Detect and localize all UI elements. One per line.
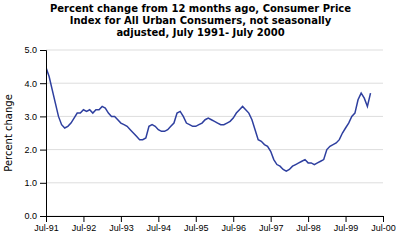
- grid: [46, 50, 383, 216]
- y-axis-line: [40, 51, 47, 217]
- series: [46, 68, 371, 172]
- x-tick: Jul-93: [109, 216, 134, 233]
- y-tick-mark: [40, 50, 46, 51]
- y-axis: 0.0 1.0 2.0 3.0 4.0 5.0: [24, 45, 46, 221]
- y-tick-label: 3.0: [24, 112, 37, 122]
- y-tick-mark: [40, 116, 46, 117]
- x-tick-label: Jul-92: [72, 223, 97, 233]
- x-axis-line: [47, 217, 384, 223]
- x-tick-label: Jul-91: [34, 223, 59, 233]
- y-tick: 2.0: [24, 145, 46, 155]
- grid-line: [46, 116, 383, 117]
- x-tick-label: Jul-96: [221, 223, 246, 233]
- x-tick-mark: [121, 216, 122, 222]
- x-tick: Jul-98: [296, 216, 321, 233]
- x-tick-mark: [158, 216, 159, 222]
- x-tick: Jul-99: [334, 216, 359, 233]
- grid-line: [46, 149, 383, 150]
- x-tick-label: Jul-97: [259, 223, 284, 233]
- x-tick-mark: [308, 216, 309, 222]
- y-tick: 5.0: [24, 45, 46, 55]
- y-tick-mark: [40, 150, 46, 151]
- y-tick: 0.0: [24, 211, 46, 221]
- x-tick: Jul-95: [184, 216, 209, 233]
- y-axis-title: Percent change: [3, 94, 14, 172]
- y-tick: 3.0: [24, 112, 46, 122]
- y-tick-label: 5.0: [24, 45, 37, 55]
- x-tick-label: Jul-94: [147, 223, 172, 233]
- y-tick-label: 1.0: [24, 178, 37, 188]
- x-tick-label: Jul-95: [184, 223, 209, 233]
- x-tick-mark: [196, 216, 197, 222]
- x-tick: Jul-97: [259, 216, 284, 233]
- y-tick-mark: [40, 83, 46, 84]
- x-tick-mark: [271, 216, 272, 222]
- x-tick-label: Jul-99: [334, 223, 359, 233]
- grid-line: [46, 182, 383, 183]
- chart: Percent change from 12 months ago, Consu…: [0, 0, 401, 238]
- x-tick: Jul-00: [371, 216, 396, 233]
- y-tick: 4.0: [24, 79, 46, 89]
- x-axis: Jul-91 Jul-92 Jul-93 Jul-94 Jul-95 Jul-96 Jul-…: [34, 216, 396, 233]
- x-tick: Jul-94: [147, 216, 172, 233]
- y-tick-label: 4.0: [24, 79, 37, 89]
- y-tick-label: 2.0: [24, 145, 37, 155]
- plot: Jul-91 Jul-92 Jul-93 Jul-94 Jul-95 Jul-96 Jul-…: [24, 45, 395, 233]
- x-tick-mark: [83, 216, 84, 222]
- x-tick: Jul-92: [72, 216, 97, 233]
- x-tick-mark: [383, 216, 384, 222]
- x-tick-label: Jul-98: [296, 223, 321, 233]
- x-tick-label: Jul-93: [109, 223, 134, 233]
- grid-line: [46, 50, 383, 51]
- line: [46, 68, 371, 172]
- title: Percent change from 12 months ago, Consu…: [50, 3, 351, 38]
- x-tick: Jul-96: [221, 216, 246, 233]
- x-tick-mark: [233, 216, 234, 222]
- x-tick-mark: [346, 216, 347, 222]
- y-tick: 1.0: [24, 178, 46, 188]
- y-tick-mark: [40, 216, 46, 217]
- x-tick: Jul-91: [34, 216, 59, 233]
- y-tick-mark: [40, 183, 46, 184]
- y-tick-label: 0.0: [24, 211, 37, 221]
- grid-line: [46, 83, 383, 84]
- x-tick-label: Jul-00: [371, 223, 396, 233]
